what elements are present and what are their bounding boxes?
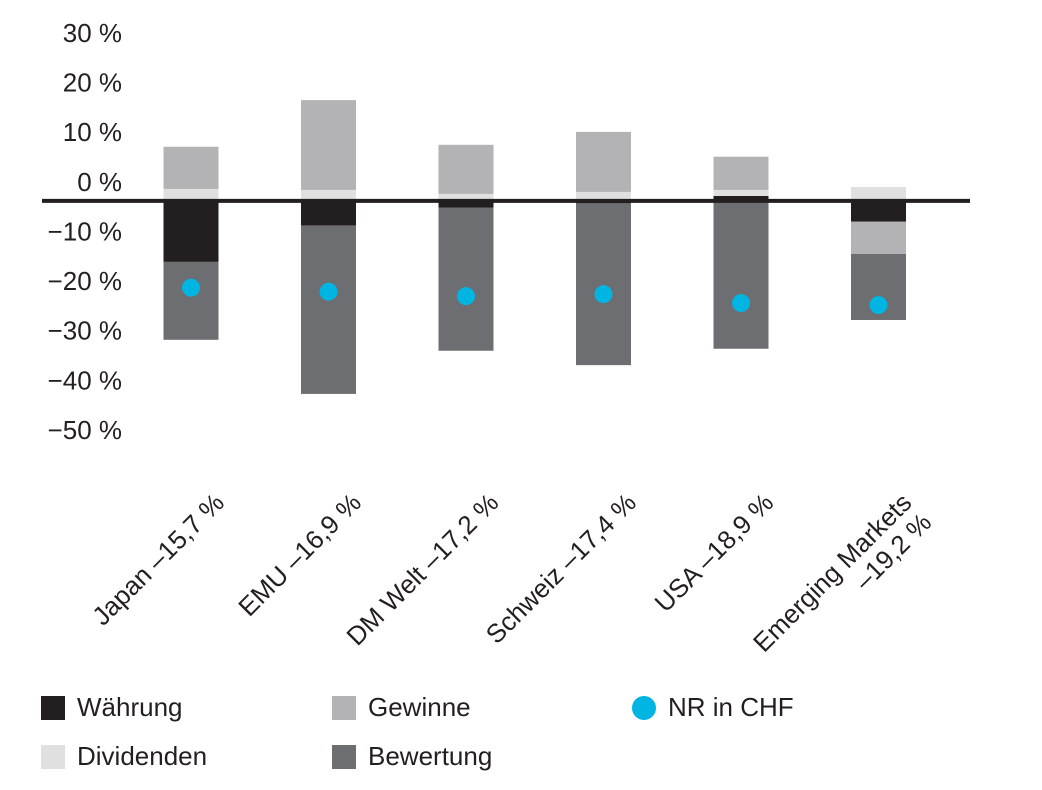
- legend-item: Währung: [41, 692, 183, 723]
- y-tick-label: −40 %: [48, 365, 122, 395]
- bar-segment: [438, 144, 494, 194]
- y-tick-label: −20 %: [48, 266, 122, 296]
- legend-item: Dividenden: [41, 741, 207, 772]
- legend-swatch: [332, 695, 356, 720]
- dot: [594, 285, 613, 304]
- bar-segment: [301, 225, 356, 394]
- bar-segment: [163, 200, 219, 262]
- bar-segment: [301, 100, 356, 190]
- dot: [182, 278, 200, 297]
- y-tick-label: 30 %: [63, 18, 122, 48]
- bar-segment: [438, 193, 494, 201]
- bar-segment: [301, 200, 356, 226]
- legend-swatch: [41, 695, 65, 720]
- bar-segment: [576, 191, 631, 201]
- y-tick-label: −50 %: [48, 415, 122, 445]
- legend-swatch: [632, 695, 656, 720]
- dot: [319, 282, 338, 301]
- legend-label: Dividenden: [77, 741, 208, 771]
- bar-segment: [851, 221, 906, 254]
- legend-swatch: [332, 744, 356, 769]
- y-tick-label: 20 %: [63, 68, 122, 98]
- dot: [457, 287, 475, 306]
- dot: [869, 296, 888, 315]
- bar-segment: [163, 146, 219, 189]
- bar-segment: [438, 207, 494, 351]
- bar-segment: [851, 200, 906, 222]
- bar-segment: [713, 195, 769, 201]
- legend-item: Gewinne: [332, 692, 471, 723]
- bar-segment: [576, 131, 631, 192]
- bar-segment: [713, 156, 769, 190]
- y-tick-label: 0 %: [77, 167, 122, 197]
- bar-segment: [163, 261, 219, 340]
- bar-segment: [163, 188, 219, 201]
- legend-label: Währung: [77, 692, 183, 722]
- legend-label: Gewinne: [368, 692, 471, 722]
- legend-item: NR in CHF: [632, 692, 794, 723]
- legend-label: NR in CHF: [668, 692, 794, 722]
- bar-segment: [713, 200, 769, 349]
- bar-segment: [713, 189, 769, 196]
- bar-segment: [851, 186, 906, 201]
- legend-item: Bewertung: [332, 741, 492, 772]
- y-tick-label: −30 %: [48, 316, 122, 346]
- dot: [732, 294, 750, 313]
- legend-label: Bewertung: [368, 741, 493, 771]
- y-tick-label: −10 %: [48, 216, 122, 246]
- bar-segment: [438, 200, 494, 208]
- legend-swatch: [41, 744, 65, 769]
- bar-segment: [576, 203, 631, 366]
- y-tick-label: 10 %: [63, 117, 122, 147]
- bar-segment: [301, 189, 356, 201]
